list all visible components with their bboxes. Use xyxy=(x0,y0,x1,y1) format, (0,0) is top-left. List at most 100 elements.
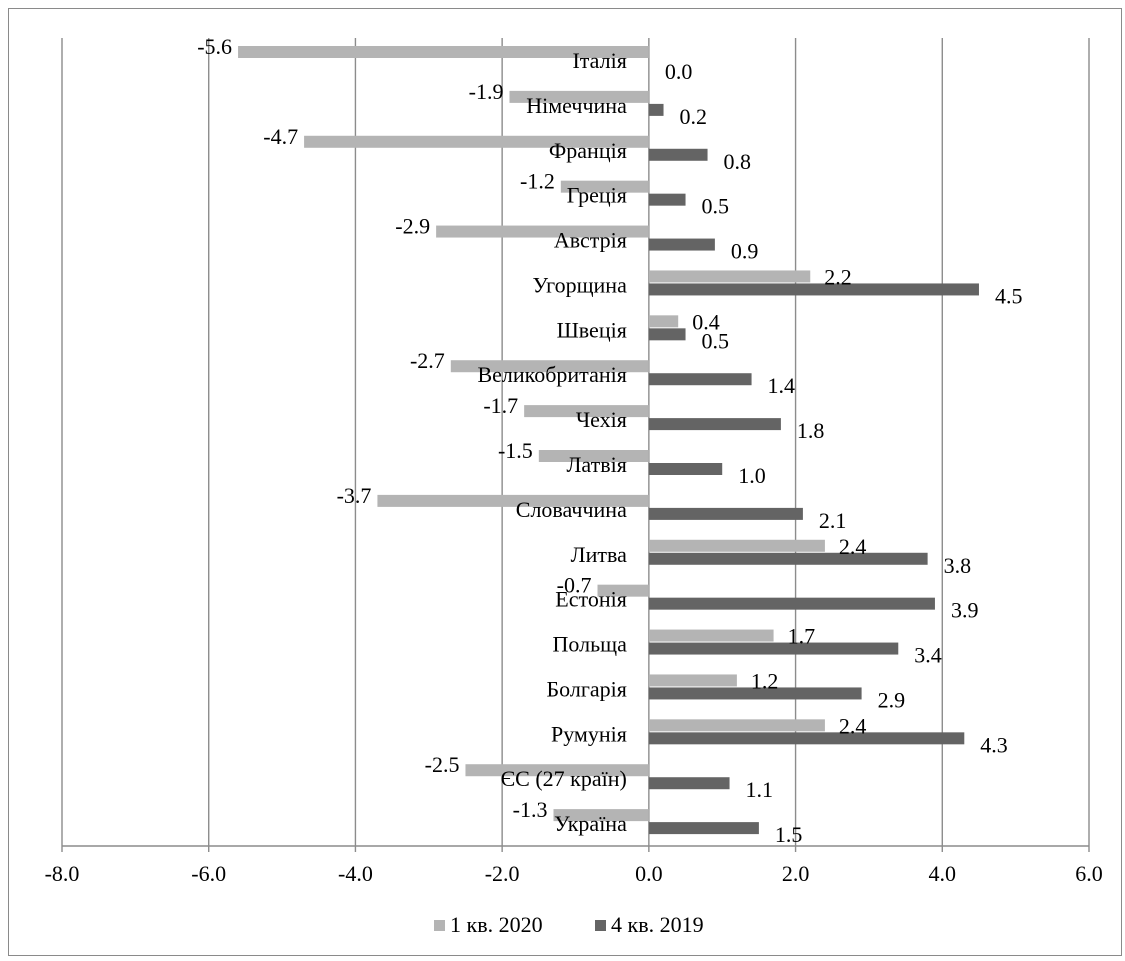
bar-1kv-2020 xyxy=(560,180,649,193)
bar-1kv-2020 xyxy=(450,360,649,373)
x-tick-label: -2.0 xyxy=(485,861,520,886)
bar-1kv-2020 xyxy=(648,674,737,687)
data-label-4kv-2019: 1.8 xyxy=(797,418,825,443)
x-tick-label: 4.0 xyxy=(929,861,957,886)
data-label-1kv-2020: 2.4 xyxy=(839,534,867,559)
bar-1kv-2020 xyxy=(648,539,825,552)
labels: Італія -5.6 0.0 Німеччина -1.9 0.2 Франція -4.7… xyxy=(197,34,1022,847)
bar-4kv-2019 xyxy=(648,373,752,386)
bar-4kv-2019 xyxy=(648,777,730,790)
data-label-4kv-2019: 1.1 xyxy=(746,777,774,802)
category-label: Франція xyxy=(549,138,627,163)
data-label-1kv-2020: -1.3 xyxy=(513,797,548,822)
bar-1kv-2020 xyxy=(509,90,649,103)
x-tick-label: -6.0 xyxy=(191,861,226,886)
data-label-1kv-2020: -1.9 xyxy=(469,79,504,104)
x-tick-label: -4.0 xyxy=(338,861,373,886)
x-tick-label: 2.0 xyxy=(782,861,810,886)
data-label-1kv-2020: -2.5 xyxy=(425,752,460,777)
data-label-1kv-2020: 2.2 xyxy=(824,264,852,289)
data-label-1kv-2020: -2.7 xyxy=(410,348,445,373)
bar-1kv-2020 xyxy=(238,46,649,58)
category-label: ЄС (27 країн) xyxy=(501,766,627,791)
x-axis: -8.0 -6.0 -4.0 -2.0 0.0 2.0 4.0 6.0 xyxy=(45,845,1103,886)
data-label-1kv-2020: 2.4 xyxy=(839,713,867,738)
bar-4kv-2019 xyxy=(648,642,899,655)
data-label-4kv-2019: 0.8 xyxy=(724,149,752,174)
data-label-4kv-2019: 0.0 xyxy=(665,59,693,84)
category-label: Румунія xyxy=(551,721,627,746)
bar-1kv-2020 xyxy=(436,225,649,238)
data-label-1kv-2020: -0.7 xyxy=(557,573,592,598)
legend-swatch xyxy=(434,920,445,931)
bar-1kv-2020 xyxy=(648,629,774,642)
bar-1kv-2020 xyxy=(648,315,679,328)
data-label-4kv-2019: 1.4 xyxy=(768,373,796,398)
data-label-1kv-2020: -3.7 xyxy=(337,483,372,508)
gridlines xyxy=(61,38,1090,846)
category-label: Естонія xyxy=(555,587,627,612)
category-label: Німеччина xyxy=(526,93,627,118)
data-label-1kv-2020: 1.7 xyxy=(788,624,816,649)
bar-4kv-2019 xyxy=(648,418,781,431)
data-label-1kv-2020: -1.7 xyxy=(483,393,518,418)
bar-1kv-2020 xyxy=(538,450,649,462)
category-label: Литва xyxy=(571,542,627,567)
category-label: Італія xyxy=(572,48,626,73)
category-label: Чехія xyxy=(576,407,627,432)
data-label-4kv-2019: 2.1 xyxy=(819,508,847,533)
legend-label: 4 кв. 2019 xyxy=(611,912,704,937)
category-label: Словаччина xyxy=(516,497,627,522)
legend-swatch xyxy=(595,920,606,931)
data-label-4kv-2019: 4.5 xyxy=(995,283,1023,308)
bar-1kv-2020 xyxy=(524,405,649,418)
bar-4kv-2019 xyxy=(648,193,686,206)
data-label-1kv-2020: -1.5 xyxy=(498,438,533,463)
bar-4kv-2019 xyxy=(648,597,935,610)
data-label-4kv-2019: 3.4 xyxy=(914,643,942,668)
data-label-4kv-2019: 1.5 xyxy=(775,822,803,847)
category-label: Угорщина xyxy=(532,272,627,297)
data-label-1kv-2020: -1.2 xyxy=(520,169,555,194)
bar-4kv-2019 xyxy=(648,687,862,700)
category-label: Швеція xyxy=(557,317,627,342)
bar-1kv-2020 xyxy=(377,494,649,507)
data-label-4kv-2019: 0.5 xyxy=(702,328,730,353)
bar-4kv-2019 xyxy=(648,148,708,161)
category-label: Болгарія xyxy=(547,676,627,701)
data-label-4kv-2019: 1.0 xyxy=(738,463,766,488)
bar-4kv-2019 xyxy=(648,328,686,341)
category-label: Великобританія xyxy=(477,362,626,387)
bar-4kv-2019 xyxy=(648,822,759,835)
legend-label: 1 кв. 2020 xyxy=(450,912,543,937)
bar-1kv-2020 xyxy=(648,270,811,283)
data-label-4kv-2019: 3.9 xyxy=(951,598,979,623)
data-label-4kv-2019: 0.5 xyxy=(702,194,730,219)
bar-1kv-2020 xyxy=(648,719,825,732)
bar-1kv-2020 xyxy=(597,584,649,597)
bar-4kv-2019 xyxy=(648,283,979,296)
data-label-1kv-2020: -4.7 xyxy=(263,124,298,149)
data-label-1kv-2020: 0.4 xyxy=(692,309,720,334)
chart-frame xyxy=(8,8,1122,956)
data-label-4kv-2019: 2.9 xyxy=(878,687,906,712)
legend: 1 кв. 2020 4 кв. 2019 xyxy=(434,912,704,937)
data-label-4kv-2019: 4.3 xyxy=(980,732,1008,757)
bar-1kv-2020 xyxy=(304,135,649,148)
data-label-1kv-2020: -5.6 xyxy=(197,34,232,59)
bar-4kv-2019 xyxy=(648,507,803,520)
x-tick-label: 0.0 xyxy=(635,861,663,886)
category-label: Греція xyxy=(567,183,627,208)
bar-4kv-2019 xyxy=(648,238,715,251)
bar-1kv-2020 xyxy=(465,764,649,777)
bar-4kv-2019 xyxy=(648,732,965,745)
x-tick-label: 6.0 xyxy=(1075,861,1103,886)
category-label: Латвія xyxy=(566,452,626,477)
data-label-1kv-2020: -2.9 xyxy=(395,214,430,239)
category-label: Австрія xyxy=(554,228,627,253)
bar-4kv-2019 xyxy=(648,103,664,116)
x-tick-label: -8.0 xyxy=(45,861,80,886)
data-label-4kv-2019: 3.8 xyxy=(944,553,972,578)
data-label-4kv-2019: 0.2 xyxy=(680,104,708,129)
